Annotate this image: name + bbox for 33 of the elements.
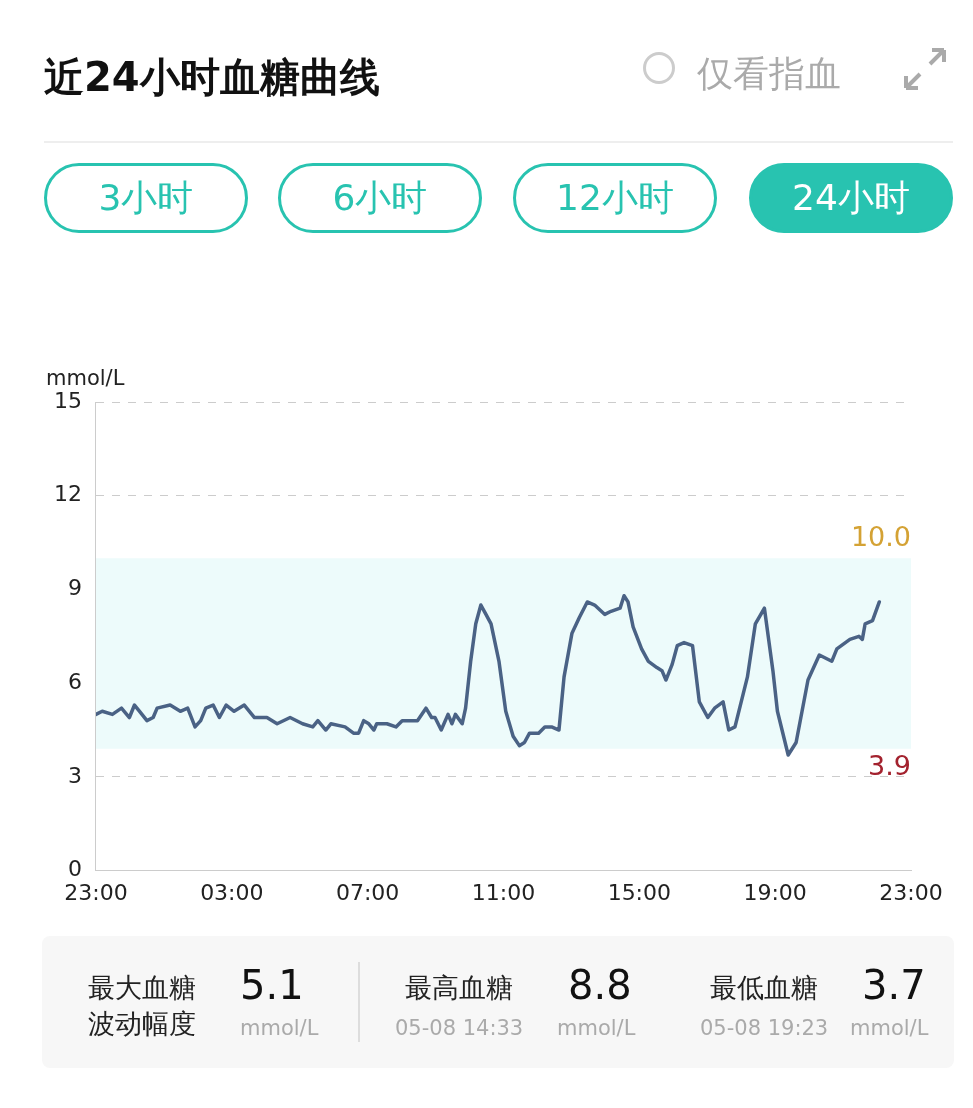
y-tick-label: 12 <box>53 481 82 507</box>
x-tick-label: 07:00 <box>335 879 400 905</box>
x-tick-label: 23:00 <box>879 879 943 905</box>
y-tick-label: 15 <box>53 387 82 413</box>
text: 5.1 <box>240 962 304 1008</box>
text: mmol/L <box>240 1016 319 1040</box>
y-tick-label: 9 <box>67 575 82 601</box>
text: 05-08 14:33 <box>395 1016 524 1040</box>
chart-title: 近24小时血糖曲线 <box>44 53 380 102</box>
text: 3小时 <box>44 163 248 233</box>
x-tick-label: 23:00 <box>64 879 128 905</box>
text: mmol/L <box>850 1016 929 1040</box>
text: 仅看指血 <box>697 52 841 96</box>
x-tick-label: 11:00 <box>471 879 536 905</box>
x-tick-label: 19:00 <box>743 879 807 905</box>
text: 8.8 <box>568 962 632 1008</box>
text: 最大血糖波动幅度 <box>88 971 197 1041</box>
text: 最低血糖 <box>710 971 818 1005</box>
x-tick-label: 15:00 <box>607 879 672 905</box>
text: 12小时 <box>513 163 717 233</box>
y-tick-label: 3 <box>67 762 82 788</box>
text: mmol/L <box>557 1016 636 1040</box>
text: 6小时 <box>278 163 482 233</box>
text: 05-08 19:23 <box>700 1016 829 1040</box>
text: 24小时 <box>749 163 953 233</box>
x-tick-label: 03:00 <box>200 879 264 905</box>
text: 3.7 <box>862 962 926 1008</box>
annotation: 10.0 <box>850 520 911 552</box>
y-tick-label: 6 <box>67 668 82 694</box>
text: 最高血糖 <box>405 971 513 1005</box>
annotation: 3.9 <box>868 750 911 782</box>
y-tick-label: 0 <box>67 856 82 882</box>
y-axis-title: mmol/L <box>46 365 125 390</box>
